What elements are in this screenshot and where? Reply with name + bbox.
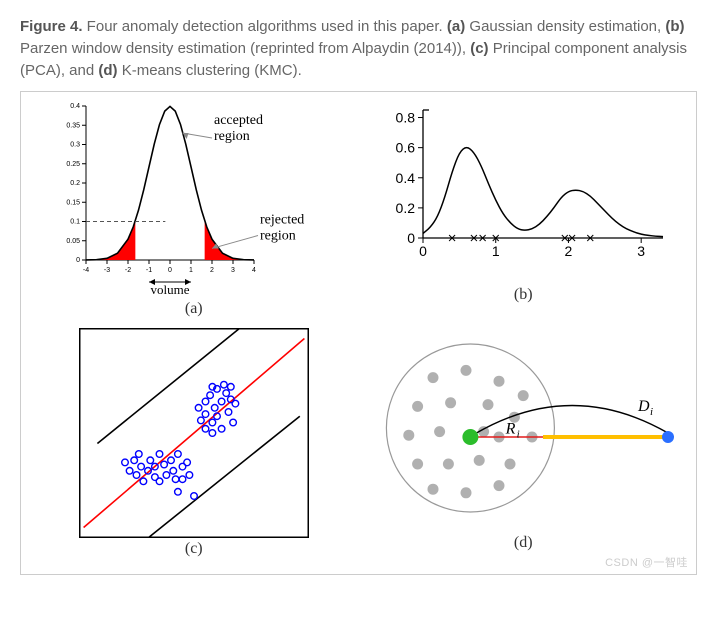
svg-text:2: 2 xyxy=(565,243,573,259)
sublabel-a: (a) xyxy=(185,300,203,318)
svg-text:1: 1 xyxy=(189,267,193,274)
panel-d: RiDi (d) xyxy=(359,328,689,558)
svg-text:0.4: 0.4 xyxy=(396,170,416,186)
panel-b: 0 0.2 0.4 0.6 0.8 0 1 2 3 (b) xyxy=(359,98,689,318)
sublabel-d: (d) xyxy=(514,534,533,552)
svg-text:0: 0 xyxy=(419,243,427,259)
svg-text:region: region xyxy=(214,129,250,144)
svg-text:-1: -1 xyxy=(146,267,152,274)
figure-panel-frame: -4 -3 -2 -1 0 1 2 3 4 0 0.05 0.1 0.15 0.2 0.25 0.3 0.35 0… xyxy=(20,91,697,575)
svg-text:0.4: 0.4 xyxy=(70,103,80,110)
svg-text:0.35: 0.35 xyxy=(66,123,80,130)
svg-text:accepted: accepted xyxy=(214,113,263,128)
svg-text:0: 0 xyxy=(407,230,415,246)
panel-d-svg: RiDi xyxy=(368,328,678,528)
svg-text:0.2: 0.2 xyxy=(396,200,416,216)
figure-caption: Figure 4. Four anomaly detection algorit… xyxy=(20,16,697,81)
svg-text:0.6: 0.6 xyxy=(396,140,416,156)
svg-text:0.8: 0.8 xyxy=(396,110,416,126)
sublabel-c: (c) xyxy=(185,540,203,558)
panel-c-svg xyxy=(79,328,309,538)
svg-text:3: 3 xyxy=(231,267,235,274)
svg-text:4: 4 xyxy=(252,267,256,274)
svg-text:0.3: 0.3 xyxy=(70,142,80,149)
svg-text:3: 3 xyxy=(638,243,646,259)
svg-text:volume: volume xyxy=(150,282,189,297)
panel-c: (c) xyxy=(29,328,359,558)
svg-text:rejected: rejected xyxy=(260,213,304,228)
svg-text:-4: -4 xyxy=(83,267,89,274)
svg-text:1: 1 xyxy=(492,243,500,259)
svg-text:R: R xyxy=(505,421,516,438)
svg-text:0.15: 0.15 xyxy=(66,200,80,207)
caption-lead: Figure 4. xyxy=(20,18,83,35)
svg-text:0.2: 0.2 xyxy=(70,180,80,187)
svg-text:D: D xyxy=(637,398,650,415)
svg-text:2: 2 xyxy=(210,267,214,274)
panel-a: -4 -3 -2 -1 0 1 2 3 4 0 0.05 0.1 0.15 0.2 0.25 0.3 0.35 0… xyxy=(29,98,359,318)
svg-text:0.1: 0.1 xyxy=(70,219,80,226)
panel-b-svg: 0 0.2 0.4 0.6 0.8 0 1 2 3 xyxy=(373,98,673,268)
svg-text:i: i xyxy=(517,429,520,441)
panel-a-svg: -4 -3 -2 -1 0 1 2 3 4 0 0.05 0.1 0.15 0.2 0.25 0.3 0.35 0… xyxy=(44,98,344,298)
svg-text:-3: -3 xyxy=(104,267,110,274)
svg-text:0: 0 xyxy=(76,257,80,264)
svg-text:region: region xyxy=(260,229,296,244)
sublabel-b: (b) xyxy=(514,286,533,304)
svg-text:-2: -2 xyxy=(125,267,131,274)
svg-text:0.05: 0.05 xyxy=(66,238,80,245)
svg-text:0: 0 xyxy=(168,267,172,274)
svg-text:0.25: 0.25 xyxy=(66,161,80,168)
svg-text:i: i xyxy=(650,406,653,418)
